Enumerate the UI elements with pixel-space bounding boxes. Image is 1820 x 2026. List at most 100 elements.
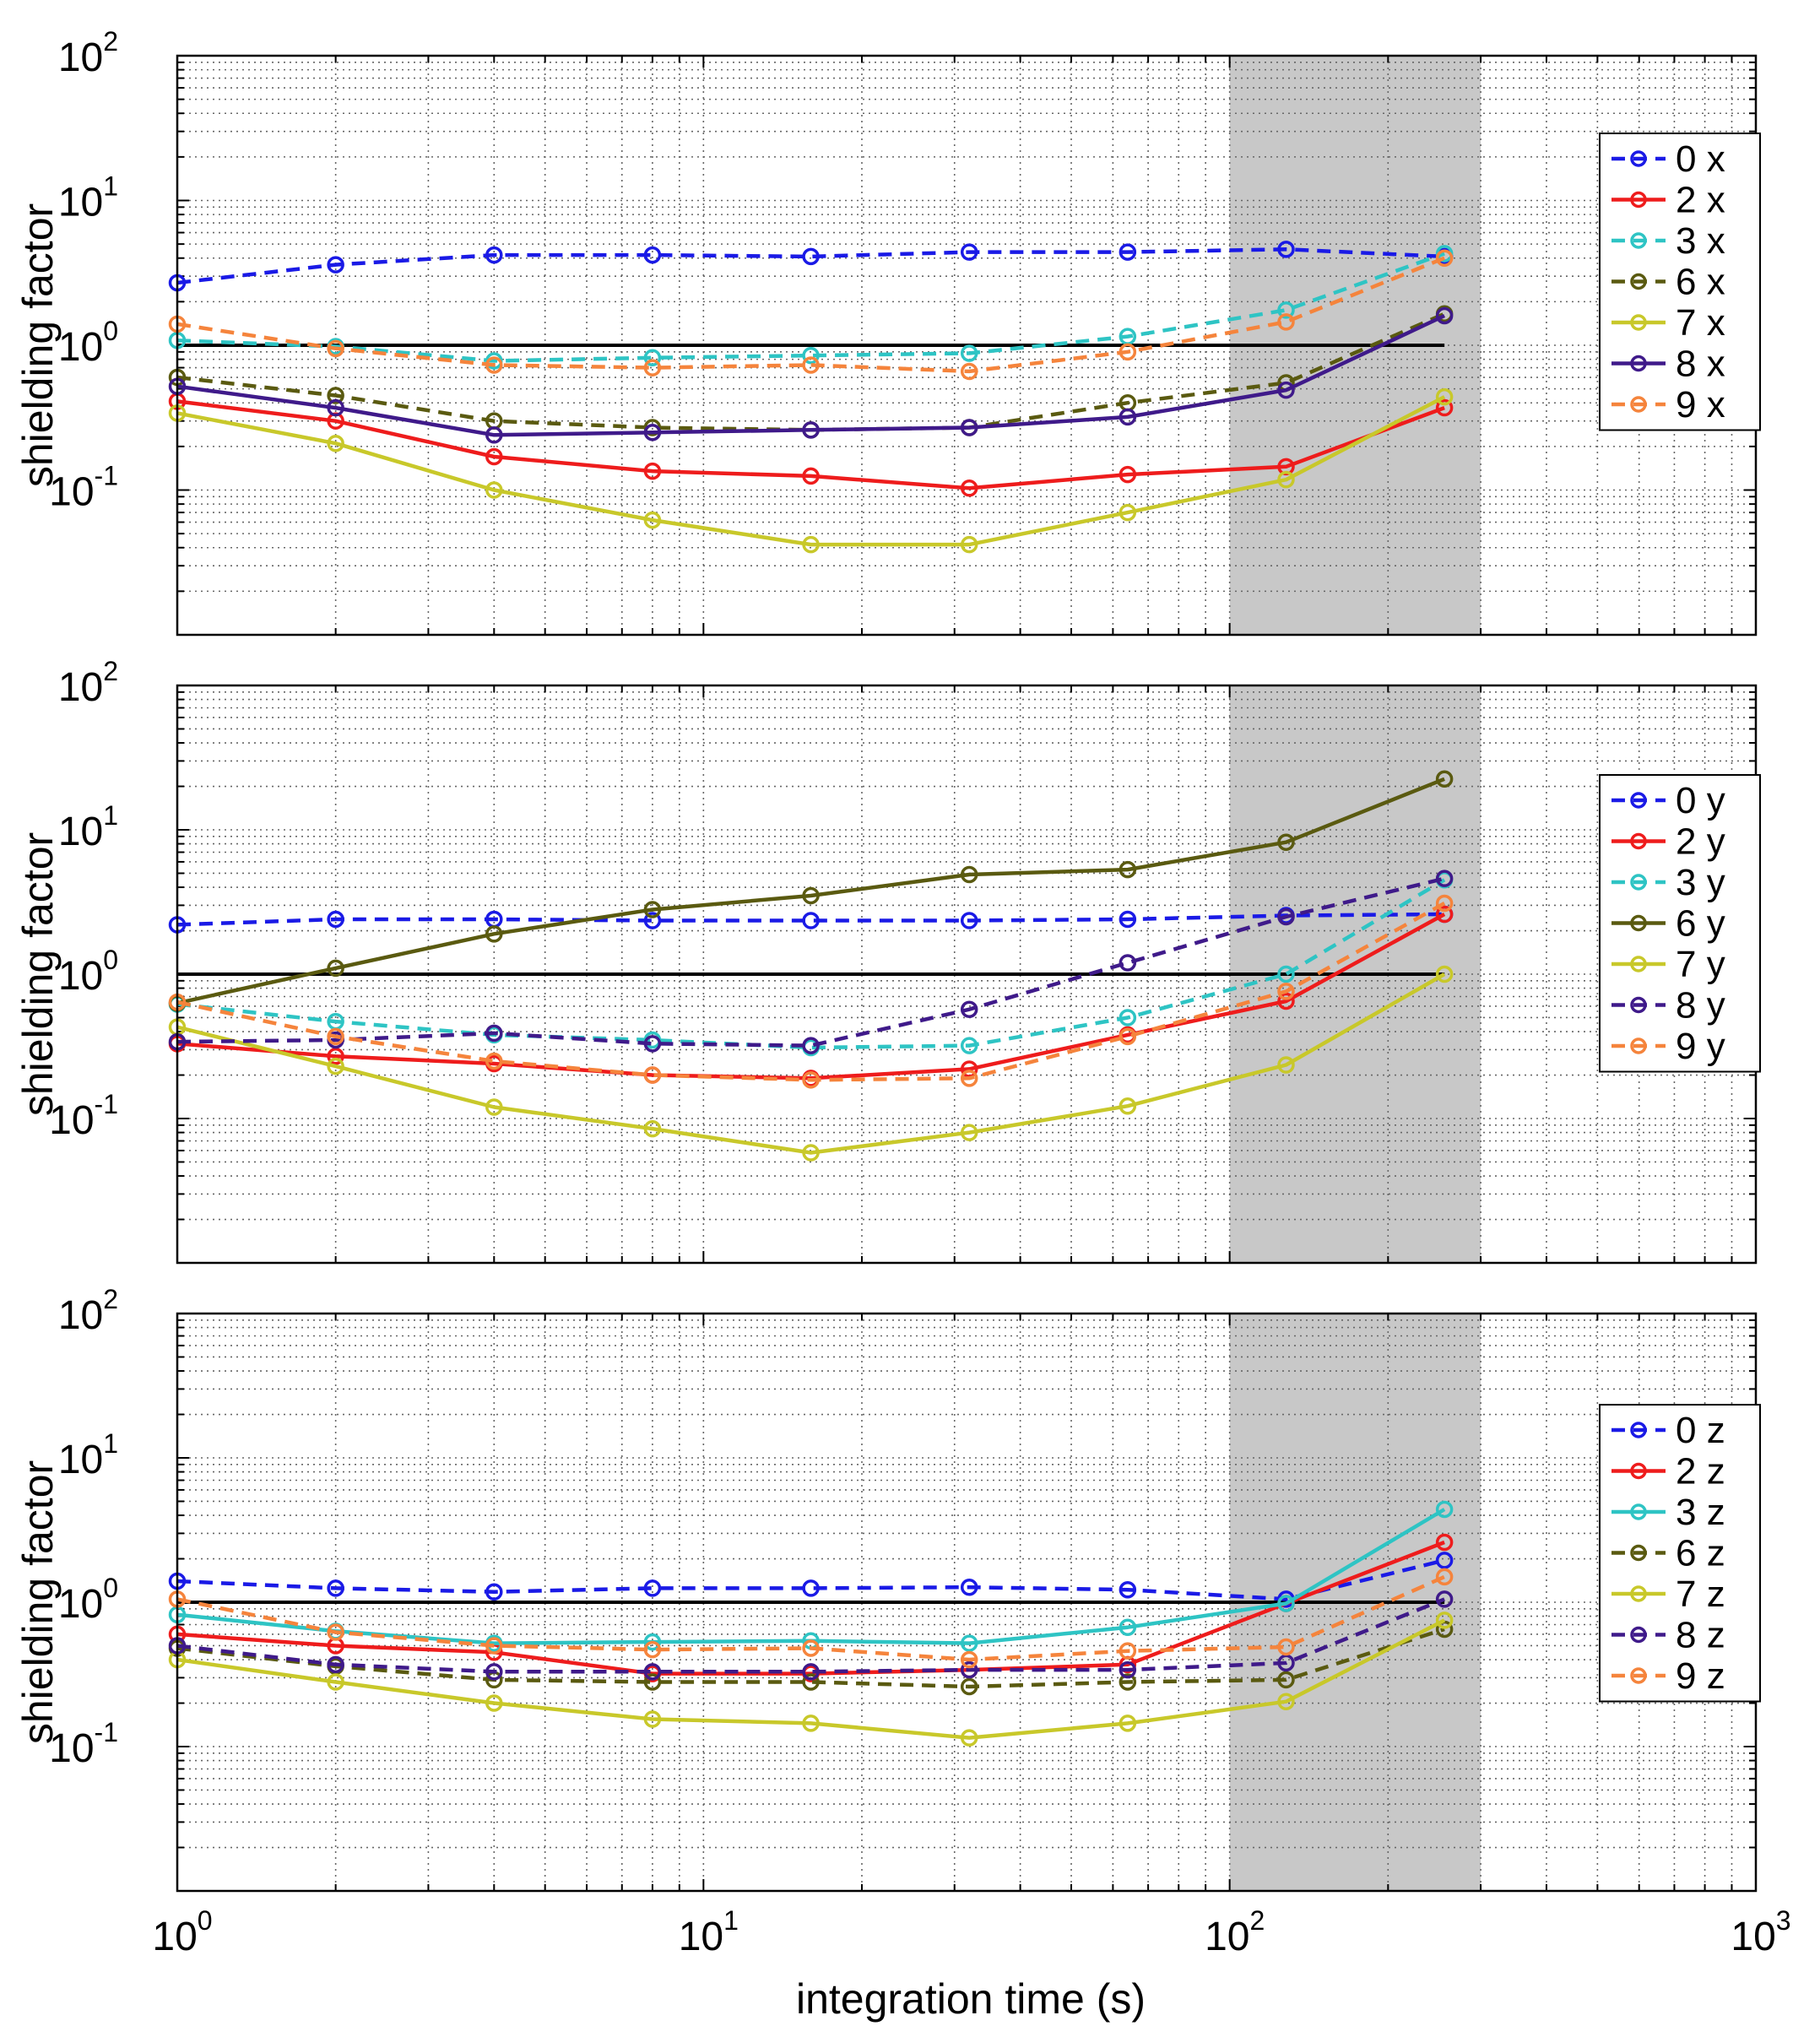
legend-label: 2 x — [1676, 180, 1725, 221]
x-tick-label: 101 — [679, 1905, 739, 1959]
series-line — [176, 1558, 1445, 1601]
data-point — [1277, 907, 1295, 926]
series-line — [176, 1618, 1446, 1740]
data-point — [802, 1071, 820, 1089]
y-tick-label: 101 — [58, 800, 118, 854]
legend-label: 0 x — [1676, 138, 1725, 180]
legend-marker — [1630, 191, 1647, 209]
series-line — [176, 395, 1446, 547]
data-point — [960, 1650, 978, 1669]
data-point — [1119, 408, 1137, 426]
y-tick-label: 10-1 — [49, 1089, 118, 1143]
data-point — [327, 434, 344, 452]
y-tick-label: 100 — [58, 945, 118, 999]
data-point — [1119, 1027, 1137, 1046]
series-line — [176, 1574, 1446, 1662]
data-point — [960, 1729, 978, 1747]
data-point — [960, 1634, 978, 1652]
legend-item: 3 y — [1611, 862, 1725, 903]
series-line — [176, 902, 1446, 1082]
data-point — [960, 912, 978, 929]
data-point — [1277, 965, 1295, 983]
data-point — [1277, 1671, 1295, 1689]
data-point — [643, 1035, 662, 1053]
data-point — [643, 462, 662, 480]
data-point — [1277, 1654, 1295, 1672]
data-point — [643, 912, 662, 929]
legend-marker — [1630, 996, 1647, 1014]
x-axis-label: integration time (s) — [796, 1975, 1146, 2023]
data-point — [960, 243, 978, 261]
legend-item: 7 y — [1611, 944, 1725, 985]
data-point — [1277, 301, 1295, 319]
data-point — [485, 481, 503, 499]
series-8-x — [168, 306, 1454, 444]
legend-item: 6 z — [1611, 1533, 1725, 1574]
data-point — [1119, 1580, 1137, 1599]
legend-marker — [1630, 232, 1647, 249]
legend-label: 6 x — [1676, 262, 1725, 303]
y-tick-label: 10-1 — [49, 1717, 118, 1771]
data-point — [327, 959, 344, 978]
legend-label: 3 z — [1676, 1492, 1725, 1533]
legend-marker — [1630, 914, 1647, 932]
data-point — [1277, 1693, 1295, 1710]
y-axis-label: shielding factor — [14, 203, 62, 487]
y-axis-label: shielding factor — [14, 832, 62, 1116]
y-tick-label: 100 — [58, 1573, 118, 1627]
y-tick-label: 101 — [58, 171, 118, 225]
legend-label: 6 z — [1676, 1533, 1725, 1574]
data-point — [1435, 1552, 1454, 1569]
data-point — [643, 1633, 662, 1651]
y-tick-label: 101 — [58, 1428, 118, 1482]
series-line — [176, 313, 1446, 437]
legend-label: 0 z — [1676, 1410, 1725, 1451]
data-point — [327, 1655, 344, 1674]
data-point — [1119, 954, 1137, 972]
data-point — [1435, 249, 1454, 267]
legend-item: 3 z — [1611, 1492, 1725, 1533]
y-tick-label: 102 — [58, 26, 118, 80]
legend-item: 9 z — [1611, 1655, 1725, 1697]
data-point — [1119, 343, 1137, 361]
legend-marker — [1630, 832, 1647, 850]
data-point — [327, 398, 344, 417]
data-point — [960, 344, 978, 362]
data-point — [1277, 833, 1295, 851]
data-point — [1277, 1638, 1295, 1656]
series-line — [176, 256, 1445, 374]
legend-item: 3 x — [1611, 220, 1725, 262]
y-tick-label: 10-1 — [49, 461, 118, 515]
data-point — [643, 349, 662, 367]
data-point — [1435, 1612, 1454, 1629]
legend-label: 3 x — [1676, 220, 1725, 262]
data-point — [1119, 1009, 1137, 1027]
legend-marker — [1630, 1544, 1647, 1562]
legend-marker — [1630, 1422, 1647, 1438]
data-point — [485, 1694, 503, 1712]
data-point — [1435, 306, 1454, 325]
data-point — [1435, 869, 1454, 887]
data-point — [960, 1037, 978, 1054]
legend-marker — [1630, 1462, 1647, 1480]
legend-label: 8 y — [1676, 985, 1725, 1027]
data-point — [1435, 894, 1454, 913]
data-point — [643, 246, 662, 264]
legend-item: 2 z — [1611, 1451, 1725, 1492]
data-point — [1435, 1500, 1454, 1519]
legend-item: 0 x — [1611, 138, 1725, 180]
data-point — [1435, 965, 1454, 983]
legend-item: 6 y — [1611, 903, 1725, 945]
legend-marker — [1630, 314, 1647, 331]
data-point — [643, 1119, 662, 1138]
legend: 0 x2 x3 x6 x7 x8 x9 x — [1599, 133, 1761, 431]
legend-label: 0 y — [1676, 780, 1725, 821]
data-point — [1119, 1618, 1137, 1636]
data-point — [960, 1578, 978, 1596]
data-point — [485, 1663, 503, 1681]
legend-label: 8 z — [1676, 1615, 1725, 1656]
series-line — [176, 1627, 1445, 1689]
data-point — [1119, 1642, 1137, 1660]
data-point — [1435, 387, 1454, 406]
